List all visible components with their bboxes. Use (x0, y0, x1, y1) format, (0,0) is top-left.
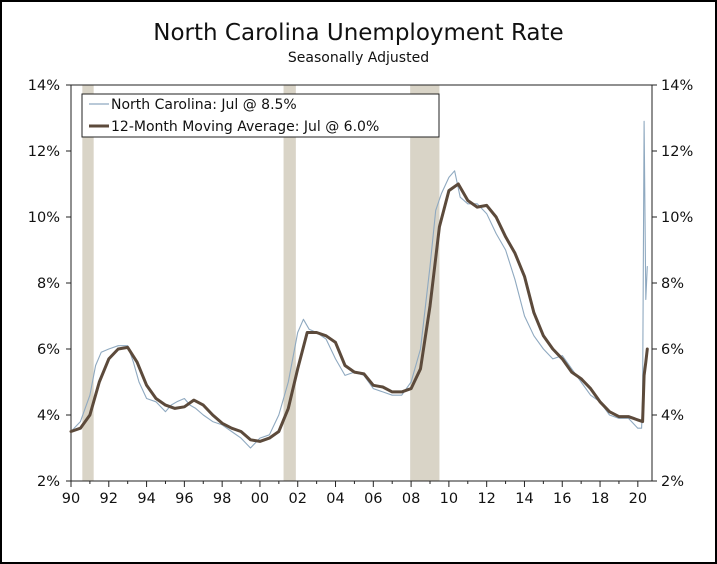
chart-subtitle: Seasonally Adjusted (287, 50, 430, 66)
y-tick-label-right: 14% (661, 78, 693, 94)
y-tick-label-left: 10% (28, 210, 60, 226)
x-tick-label: 18 (591, 491, 609, 507)
x-tick-label: 90 (62, 491, 80, 507)
chart-title: North Carolina Unemployment Rate (153, 20, 564, 46)
x-tick-label: 08 (402, 491, 420, 507)
x-tick-label: 06 (364, 491, 382, 507)
x-tick-label: 04 (326, 491, 344, 507)
chart-svg: 2% 2% 4% 4% 6% 6% 8% 8% 10% 10% 12% 12% 14% 14% 90 92 94… (28, 78, 693, 507)
recession-band (410, 85, 440, 481)
y-tick-label-left: 6% (37, 342, 60, 358)
x-tick-label: 14 (515, 491, 533, 507)
x-tick-label: 96 (175, 491, 193, 507)
x-tick-label: 12 (477, 491, 495, 507)
y-tick-label-left: 2% (37, 474, 60, 490)
plot-area-border (70, 84, 653, 482)
series-line-moving-average (69, 182, 649, 443)
x-tick-label: 00 (251, 491, 269, 507)
x-tick-label: 16 (553, 491, 571, 507)
x-tick-label: 02 (289, 491, 307, 507)
y-tick-label-right: 4% (661, 408, 684, 424)
y-tick-label-right: 8% (661, 276, 684, 292)
x-tick-label: 10 (440, 491, 458, 507)
x-tick-label: 98 (213, 491, 231, 507)
recession-band (283, 85, 296, 481)
y-tick-label-left: 4% (37, 408, 60, 424)
y-tick-label-right: 6% (661, 342, 684, 358)
y-tick-label-right: 12% (661, 144, 693, 160)
recession-band (82, 85, 94, 481)
x-tick-label: 20 (629, 491, 647, 507)
legend-label-moving-average: 12-Month Moving Average: Jul @ 6.0% (111, 119, 379, 135)
y-tick-label-left: 14% (28, 78, 60, 94)
x-tick-label: 92 (100, 491, 118, 507)
y-tick-label-right: 10% (661, 210, 693, 226)
legend: North Carolina: Jul @ 8.5% 12-Month Movi… (81, 93, 440, 138)
y-tick-label-right: 2% (661, 474, 684, 490)
legend-box (81, 93, 440, 138)
y-tick-label-left: 8% (37, 276, 60, 292)
legend-label-north-carolina: North Carolina: Jul @ 8.5% (111, 97, 297, 113)
y-tick-label-left: 12% (28, 144, 60, 160)
x-tick-label: 94 (137, 491, 155, 507)
